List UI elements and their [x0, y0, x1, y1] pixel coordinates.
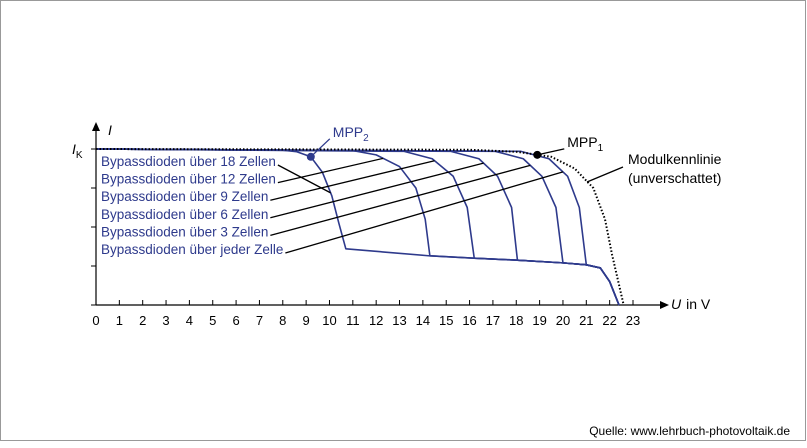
x-symbol: U	[671, 296, 682, 312]
x-tick-label: 7	[256, 313, 263, 328]
module-curve	[95, 148, 625, 306]
mpp-label: MPP2	[333, 124, 369, 144]
x-tick-label: 0	[92, 313, 99, 328]
x-tick-label: 18	[509, 313, 523, 328]
x-tick-label: 4	[186, 313, 193, 328]
mpp-sub: 1	[598, 143, 604, 154]
leader-line	[270, 162, 484, 219]
x-tick-label: 5	[209, 313, 216, 328]
x-tick-label: 1	[116, 313, 123, 328]
leader-line	[270, 160, 435, 201]
curve-label: Bypassdioden über 12 Zellen	[101, 172, 276, 187]
curve-label: Bypassdioden über 3 Zellen	[101, 224, 268, 239]
mpp-pointer	[310, 138, 331, 158]
mpp-point	[533, 150, 542, 159]
source: Quelle: www.lehrbuch-photovoltaik.de	[589, 424, 790, 438]
x-tick-label: 12	[369, 313, 383, 328]
x-arrow	[660, 301, 669, 309]
x-tick-label: 23	[626, 313, 640, 328]
leader-line	[586, 166, 624, 183]
x-unit: in V	[686, 296, 711, 312]
x-tick-label: 21	[579, 313, 593, 328]
x-tick-label: 9	[303, 313, 310, 328]
x-tick-label: 13	[392, 313, 406, 328]
y-axis-label: I	[108, 122, 112, 138]
x-tick-label: 11	[346, 313, 360, 328]
mpp-label: MPP1	[567, 134, 603, 154]
x-tick-label: 6	[232, 313, 239, 328]
leader-line	[270, 164, 531, 237]
mpp-text: MPP	[333, 124, 363, 140]
leader-line	[277, 157, 384, 184]
ik-label: IK	[72, 141, 83, 161]
y-arrow	[92, 122, 100, 131]
mpp-text: MPP	[567, 134, 597, 150]
x-tick-label: 20	[556, 313, 570, 328]
mpp-pointer	[537, 148, 565, 156]
ik-sub: K	[76, 150, 83, 161]
x-tick-label: 19	[532, 313, 546, 328]
mpp-point	[306, 152, 315, 161]
x-tick-label: 2	[139, 313, 146, 328]
curve-label: Bypassdioden über 6 Zellen	[101, 207, 268, 222]
curve-label: Bypassdioden über 9 Zellen	[101, 189, 268, 204]
ik-symbol: I	[72, 141, 76, 157]
x-tick-label: 16	[462, 313, 476, 328]
module-curve-label: Modulkennlinie (unverschattet)	[628, 151, 722, 186]
x-tick-label: 14	[416, 313, 430, 328]
x-tick-label: 3	[162, 313, 169, 328]
x-tick-label: 10	[322, 313, 336, 328]
x-tick-label: 8	[279, 313, 286, 328]
leader-line	[285, 171, 564, 254]
x-tick-label: 22	[602, 313, 616, 328]
curve-label: Bypassdioden über 18 Zellen	[101, 154, 276, 169]
mpp-sub: 2	[363, 133, 369, 144]
curve-label: Bypassdioden über jeder Zelle	[101, 242, 283, 257]
x-tick-label: 17	[486, 313, 500, 328]
x-tick-label: 15	[439, 313, 453, 328]
